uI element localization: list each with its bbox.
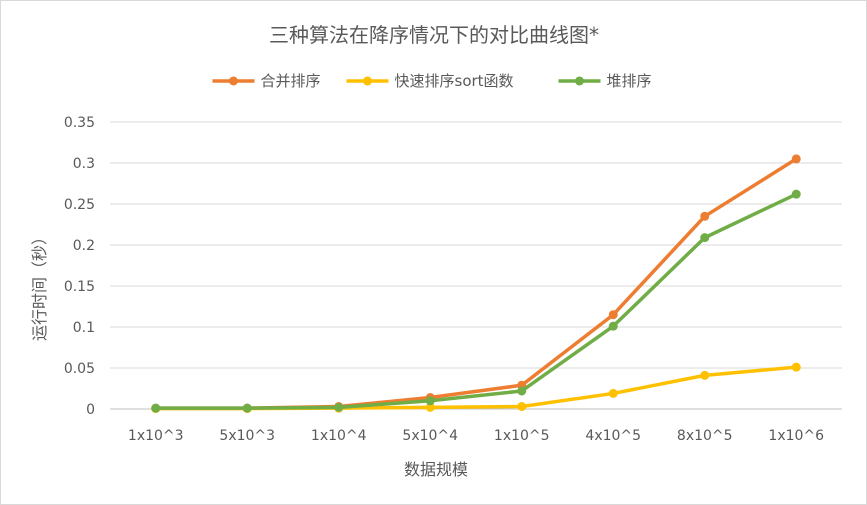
y-tick-label: 0.2 — [73, 238, 95, 254]
data-point — [242, 403, 252, 413]
series-lines — [151, 154, 801, 414]
legend-swatch-marker — [363, 76, 372, 86]
data-point — [517, 386, 527, 396]
data-point — [608, 310, 618, 320]
data-point — [700, 370, 710, 380]
y-tick-label: 0.3 — [73, 156, 95, 172]
x-tick-label: 1x10^3 — [128, 428, 184, 444]
y-tick-label: 0.15 — [64, 279, 95, 295]
data-point — [334, 402, 344, 412]
y-tick-label: 0.25 — [64, 197, 95, 213]
y-tick-label: 0.05 — [64, 361, 95, 377]
legend-item-2: 快速排序sort函数 — [346, 72, 514, 90]
data-point — [151, 403, 161, 413]
legend-item-3: 堆排序 — [558, 72, 652, 90]
legend-swatch-marker — [575, 76, 584, 86]
legend-label: 合并排序 — [261, 72, 321, 90]
data-point — [791, 362, 801, 372]
y-axis-title: 运行时间（秒） — [30, 229, 49, 341]
data-point — [425, 396, 435, 406]
x-tick-label: 5x10^4 — [402, 428, 458, 444]
series-line — [154, 157, 798, 410]
gridlines — [110, 121, 842, 410]
legend-item-1: 合并排序 — [212, 72, 321, 90]
legend-label: 堆排序 — [607, 72, 652, 90]
x-tick-label: 5x10^3 — [219, 428, 275, 444]
series-line — [154, 192, 798, 410]
data-point — [608, 321, 618, 331]
x-tick-label: 8x10^5 — [677, 428, 733, 444]
x-axis-title: 数据规模 — [404, 460, 468, 479]
data-point — [517, 402, 527, 412]
y-tick-label: 0 — [86, 402, 95, 418]
series-3 — [151, 189, 801, 413]
x-axis-ticks: 1x10^3 5x10^3 1x10^4 5x10^4 1x10^5 4x10^5 8x10… — [128, 428, 824, 444]
legend-swatch-marker — [229, 76, 238, 86]
data-point — [791, 154, 801, 164]
y-tick-label: 0.1 — [73, 320, 95, 336]
x-tick-label: 4x10^5 — [585, 428, 641, 444]
y-axis-ticks: 0 0.05 0.1 0.15 0.2 0.25 0.3 0.35 — [64, 115, 95, 418]
chart-title: 三种算法在降序情况下的对比曲线图* — [269, 23, 599, 47]
data-point — [700, 211, 710, 221]
y-tick-label: 0.35 — [64, 115, 95, 131]
x-tick-label: 1x10^5 — [494, 428, 550, 444]
data-point — [425, 402, 435, 412]
x-tick-label: 1x10^6 — [768, 428, 824, 444]
data-point — [608, 388, 618, 398]
x-tick-label: 1x10^4 — [311, 428, 367, 444]
data-point — [700, 233, 710, 243]
series-line — [154, 365, 798, 411]
legend: 合并排序 快速排序sort函数 堆排序 — [212, 72, 652, 90]
legend-label: 快速排序sort函数 — [395, 72, 514, 90]
data-point — [791, 189, 801, 199]
